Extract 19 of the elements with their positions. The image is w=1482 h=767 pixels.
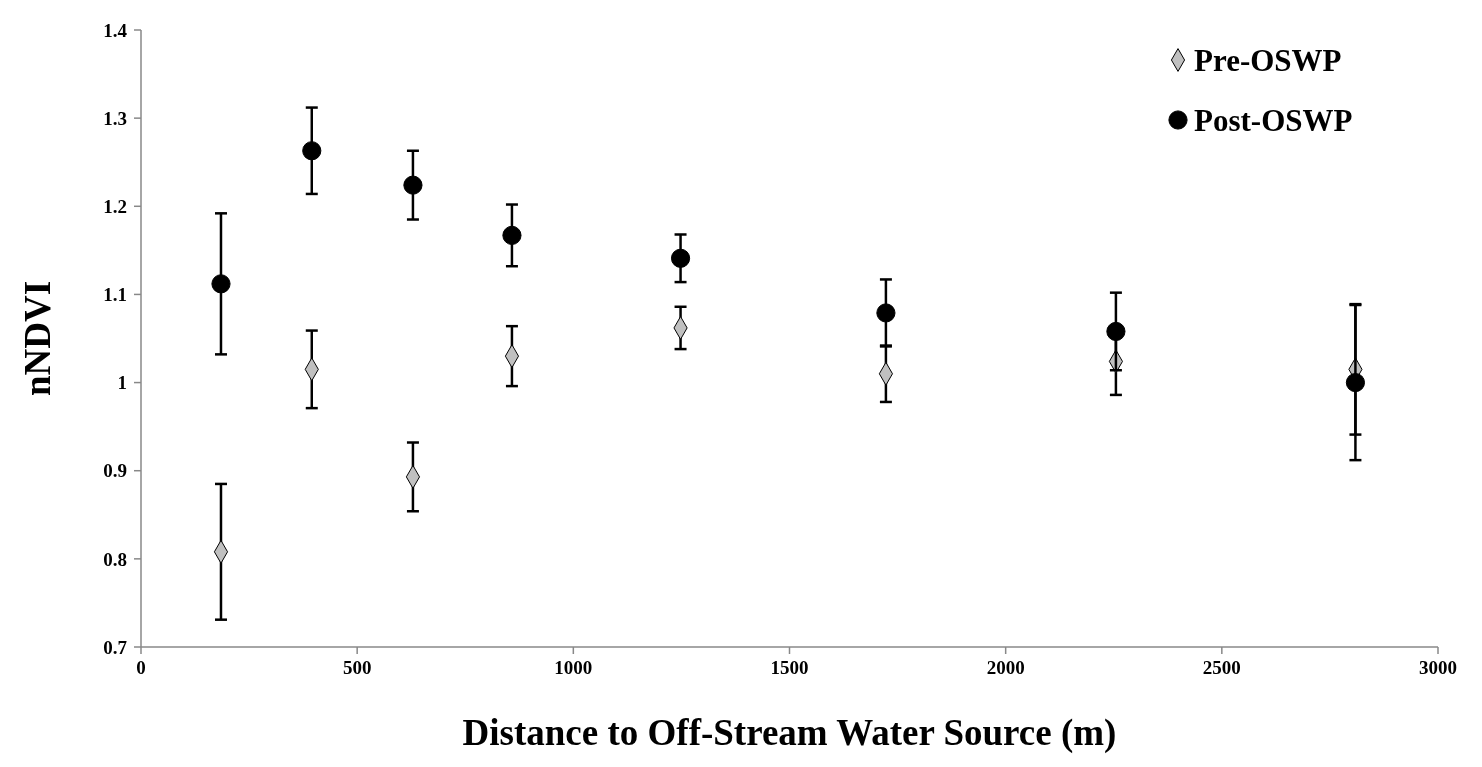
y-tick-label: 0.7	[103, 636, 128, 658]
y-tick-label: 1.4	[103, 19, 128, 41]
x-tick-label: 500	[342, 657, 372, 678]
legend-label: Pre-OSWP	[1194, 42, 1342, 78]
x-tick-label: 2000	[986, 657, 1025, 678]
y-tick-label: 0.8	[103, 548, 127, 570]
x-tick-label: 2500	[1202, 657, 1241, 678]
y-tick-label: 1	[117, 372, 127, 394]
y-axis-title: nNDVI	[17, 280, 58, 397]
x-axis-title: Distance to Off-Stream Water Source (m)	[462, 712, 1117, 754]
y-tick-label: 1.2	[103, 195, 127, 217]
legend-label: Post-OSWP	[1194, 102, 1353, 138]
x-tick-label: 3000	[1419, 657, 1457, 678]
x-tick-label: 1000	[554, 657, 593, 678]
y-tick-label: 1.3	[103, 107, 127, 129]
y-tick-label: 1.1	[103, 284, 127, 306]
y-tick-label: 0.9	[103, 460, 127, 482]
x-tick-label: 0	[136, 657, 146, 678]
x-tick-label: 1500	[770, 657, 809, 678]
